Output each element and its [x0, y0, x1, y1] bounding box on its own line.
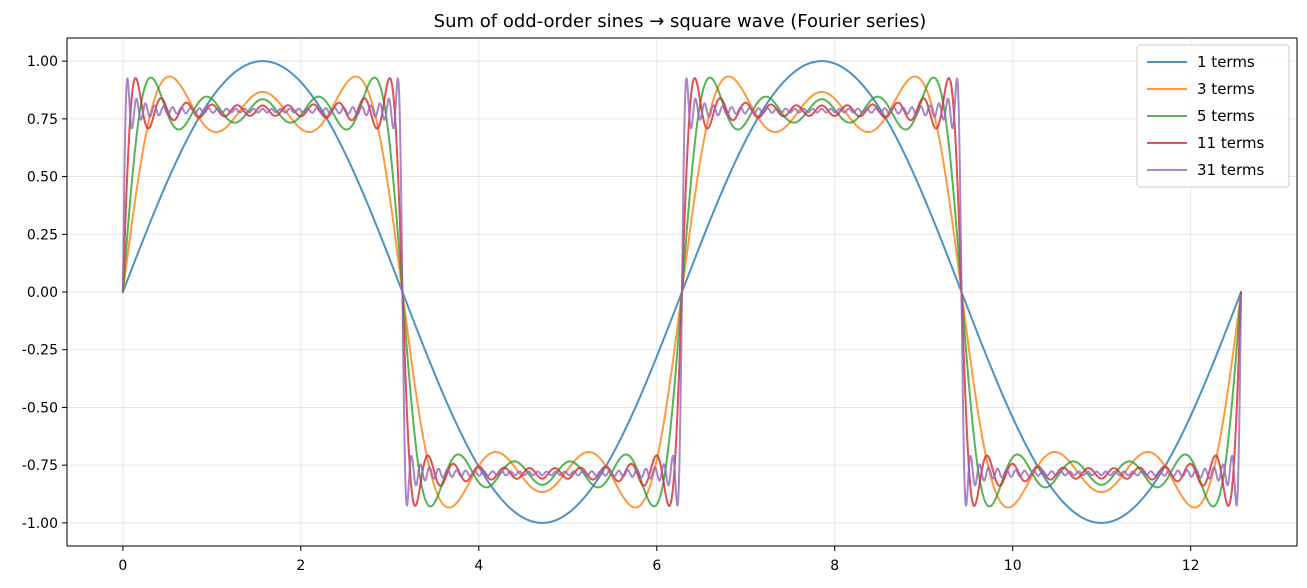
y-axis: 1.00 0.75 0.50 0.25 0.00 -0.25 -0.50 -0.75 -1.00: [22, 54, 67, 532]
legend-label: 1 terms: [1197, 53, 1255, 71]
y-tick-label: -0.50: [22, 400, 58, 416]
series-line-31-terms: [121, 77, 1243, 507]
x-tick-label: 8: [830, 558, 839, 574]
x-axis: 0 2 4 6 8 10 12: [118, 546, 1200, 574]
x-tick-label: 12: [1182, 558, 1200, 574]
y-tick-label: -0.75: [22, 458, 58, 474]
legend-label: 3 terms: [1197, 80, 1255, 98]
y-tick-label: 0.50: [27, 170, 58, 186]
y-tick-label: 0.75: [27, 112, 58, 128]
x-tick-label: 10: [1004, 558, 1022, 574]
legend-box: [1136, 44, 1290, 188]
series-lines: [121, 60, 1243, 524]
y-tick-label: 1.00: [27, 54, 58, 70]
y-tick-label: 0.25: [27, 227, 58, 243]
legend-label: 11 terms: [1197, 134, 1264, 152]
y-tick-label: -1.00: [22, 516, 58, 532]
x-tick-label: 4: [474, 558, 483, 574]
legend-label: 31 terms: [1197, 161, 1264, 179]
y-tick-label: -0.25: [22, 343, 58, 359]
y-tick-label: 0.00: [27, 285, 58, 301]
x-tick-label: 6: [652, 558, 661, 574]
x-tick-label: 0: [118, 558, 127, 574]
chart-title: Sum of odd-order sines → square wave (Fo…: [434, 11, 927, 32]
legend-label: 5 terms: [1197, 107, 1255, 125]
legend: 1 terms 3 terms 5 terms 11 terms 31 terms: [1136, 44, 1290, 188]
x-tick-label: 2: [296, 558, 305, 574]
